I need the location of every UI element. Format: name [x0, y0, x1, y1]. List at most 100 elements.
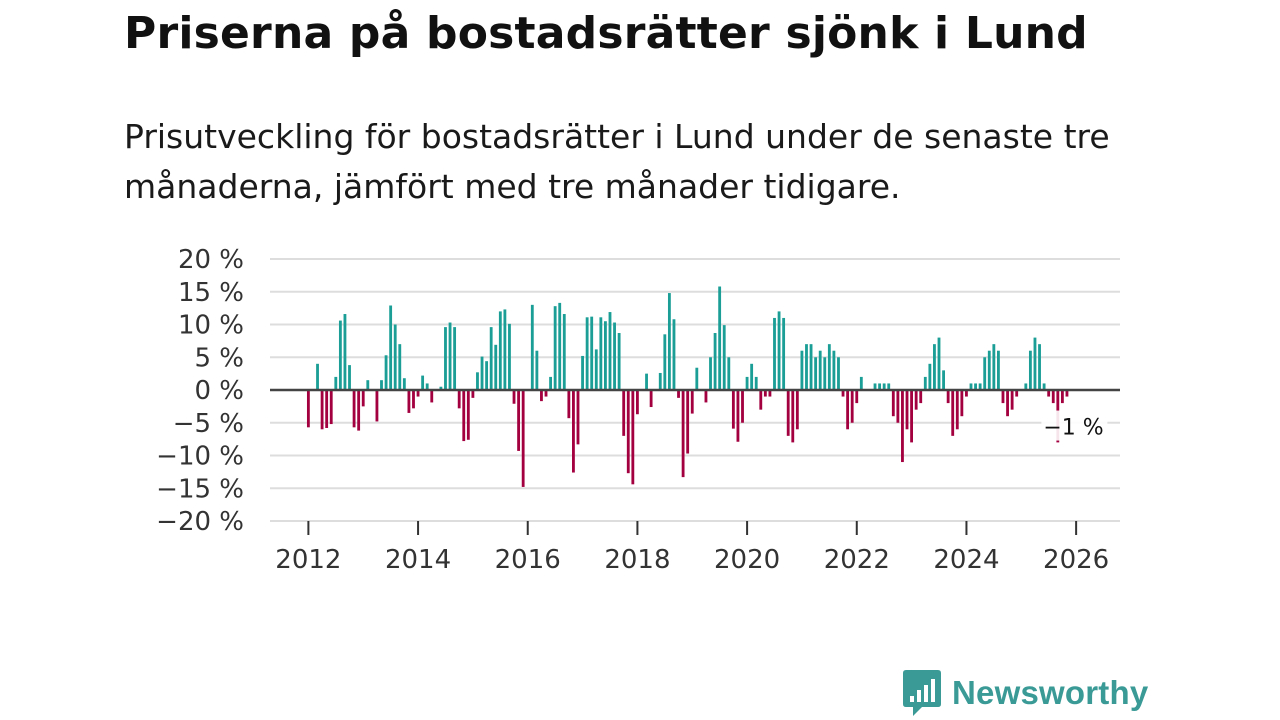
bar	[759, 390, 763, 410]
bar	[407, 390, 411, 413]
bar	[782, 317, 786, 390]
bar	[686, 390, 690, 454]
bar	[316, 363, 319, 390]
bar	[1001, 390, 1005, 404]
bar	[754, 376, 758, 390]
bar	[416, 390, 420, 397]
bar	[809, 344, 813, 390]
bar	[457, 390, 461, 409]
bar	[1051, 390, 1055, 404]
y-tick-label: 20 %	[178, 245, 244, 275]
bar	[599, 317, 603, 390]
x-tick-label: 2024	[933, 545, 999, 575]
bar	[576, 390, 580, 445]
x-tick-label: 2014	[385, 545, 451, 575]
bar	[306, 390, 310, 428]
annotation-label: −1 %	[1043, 416, 1103, 441]
y-tick-label: 5 %	[194, 343, 244, 373]
bar-series	[306, 286, 1069, 487]
bar	[613, 322, 616, 390]
bar	[352, 390, 356, 428]
bar	[965, 390, 968, 397]
y-tick-label: −15 %	[156, 474, 244, 504]
bar	[942, 370, 945, 390]
bar	[896, 390, 900, 423]
chart-title: Priserna på bostadsrätter sjönk i Lund	[124, 8, 1088, 59]
bar	[992, 344, 996, 390]
bar	[1038, 344, 1041, 390]
y-tick-label: 10 %	[178, 311, 244, 341]
bar	[453, 327, 457, 390]
bar	[562, 314, 566, 390]
bar	[795, 390, 799, 430]
bar	[581, 355, 584, 390]
newsworthy-logo-icon	[903, 670, 941, 716]
bar	[498, 311, 502, 390]
bar	[855, 390, 859, 404]
x-tick-label: 2012	[275, 545, 341, 575]
bar	[791, 390, 795, 443]
bar	[901, 390, 904, 463]
bar	[731, 390, 735, 429]
x-tick-label: 2026	[1043, 545, 1109, 575]
bar	[677, 390, 680, 398]
bar	[348, 365, 351, 390]
bar	[544, 390, 548, 397]
bar	[933, 344, 936, 390]
bar	[535, 350, 539, 390]
bar	[709, 357, 712, 390]
bar	[604, 321, 607, 390]
bar	[827, 344, 831, 390]
bar	[444, 327, 447, 390]
bar	[558, 302, 562, 390]
bar	[508, 323, 511, 390]
bar	[1010, 390, 1014, 410]
bar	[590, 316, 594, 390]
bar	[421, 375, 425, 390]
bar	[1042, 383, 1046, 390]
bar	[521, 390, 525, 487]
bar	[978, 383, 982, 390]
bar	[681, 390, 685, 478]
y-tick-label: −10 %	[156, 442, 244, 472]
bar	[983, 357, 987, 390]
y-tick-label: 15 %	[178, 278, 244, 308]
bar	[380, 380, 383, 390]
bar	[594, 349, 598, 390]
y-tick-label: −5 %	[173, 409, 244, 439]
bar	[489, 327, 493, 390]
bar	[357, 390, 361, 431]
bar	[667, 293, 671, 390]
bar	[750, 363, 754, 390]
bar	[905, 390, 909, 430]
bar	[1060, 390, 1064, 404]
bar	[736, 390, 740, 442]
bar	[540, 390, 543, 402]
bar	[549, 376, 552, 390]
y-axis: 20 %15 %10 %5 %0 %−5 %−10 %−15 %−20 %	[156, 245, 244, 537]
bar	[846, 390, 850, 430]
brand-name: Newsworthy	[952, 674, 1149, 711]
bar	[882, 383, 886, 390]
bar	[462, 390, 466, 442]
bar	[987, 350, 991, 390]
bar	[320, 390, 324, 430]
bar	[859, 376, 863, 390]
bar	[389, 305, 393, 390]
brand: Newsworthy	[902, 668, 1148, 718]
bar	[1028, 350, 1032, 390]
bar	[471, 390, 475, 398]
x-axis: 2012 2014 2016 2018 2020 2022 2024 2026	[275, 521, 1109, 575]
bar	[955, 390, 959, 430]
bar	[412, 390, 415, 409]
bar	[334, 376, 338, 390]
bar	[818, 350, 822, 390]
bar	[946, 390, 950, 404]
bar	[763, 390, 767, 397]
bar	[837, 357, 840, 390]
bar	[622, 390, 626, 436]
y-tick-label: −20 %	[156, 507, 244, 537]
bar	[1033, 337, 1037, 390]
bar	[768, 390, 772, 397]
bar	[1047, 390, 1051, 397]
